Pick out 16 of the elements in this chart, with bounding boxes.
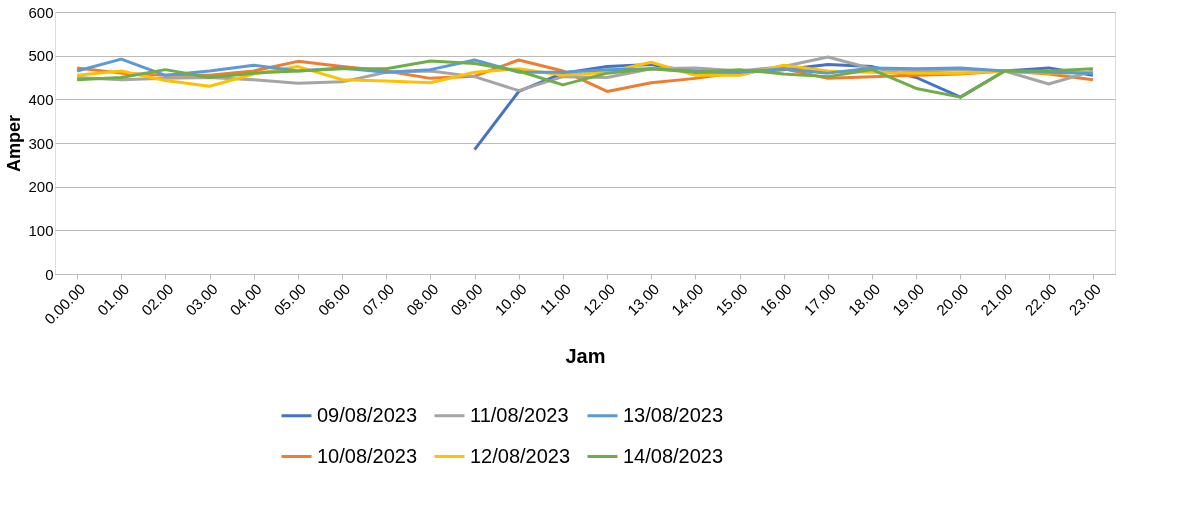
y-axis-title: Amper (4, 114, 25, 173)
x-axis-title: Jam (565, 345, 606, 368)
legend-label: 13/08/2023 (623, 403, 724, 426)
y-tick-label: 200 (28, 178, 54, 196)
y-tick-label: 0 (45, 265, 54, 283)
y-tick-label: 400 (28, 90, 54, 108)
line-series (75, 59, 1095, 99)
legend-label: 14/08/2023 (623, 444, 724, 467)
legend-label: 12/08/2023 (470, 444, 571, 467)
legend-label: 10/08/2023 (317, 444, 418, 467)
y-tick-label: 500 (28, 47, 54, 65)
y-tick-label: 600 (28, 3, 54, 21)
legend-label: 09/08/2023 (317, 403, 418, 426)
legend-label: 11/08/2023 (470, 403, 569, 426)
y-tick-label: 300 (28, 134, 54, 152)
y-tick-label: 100 (28, 221, 54, 239)
